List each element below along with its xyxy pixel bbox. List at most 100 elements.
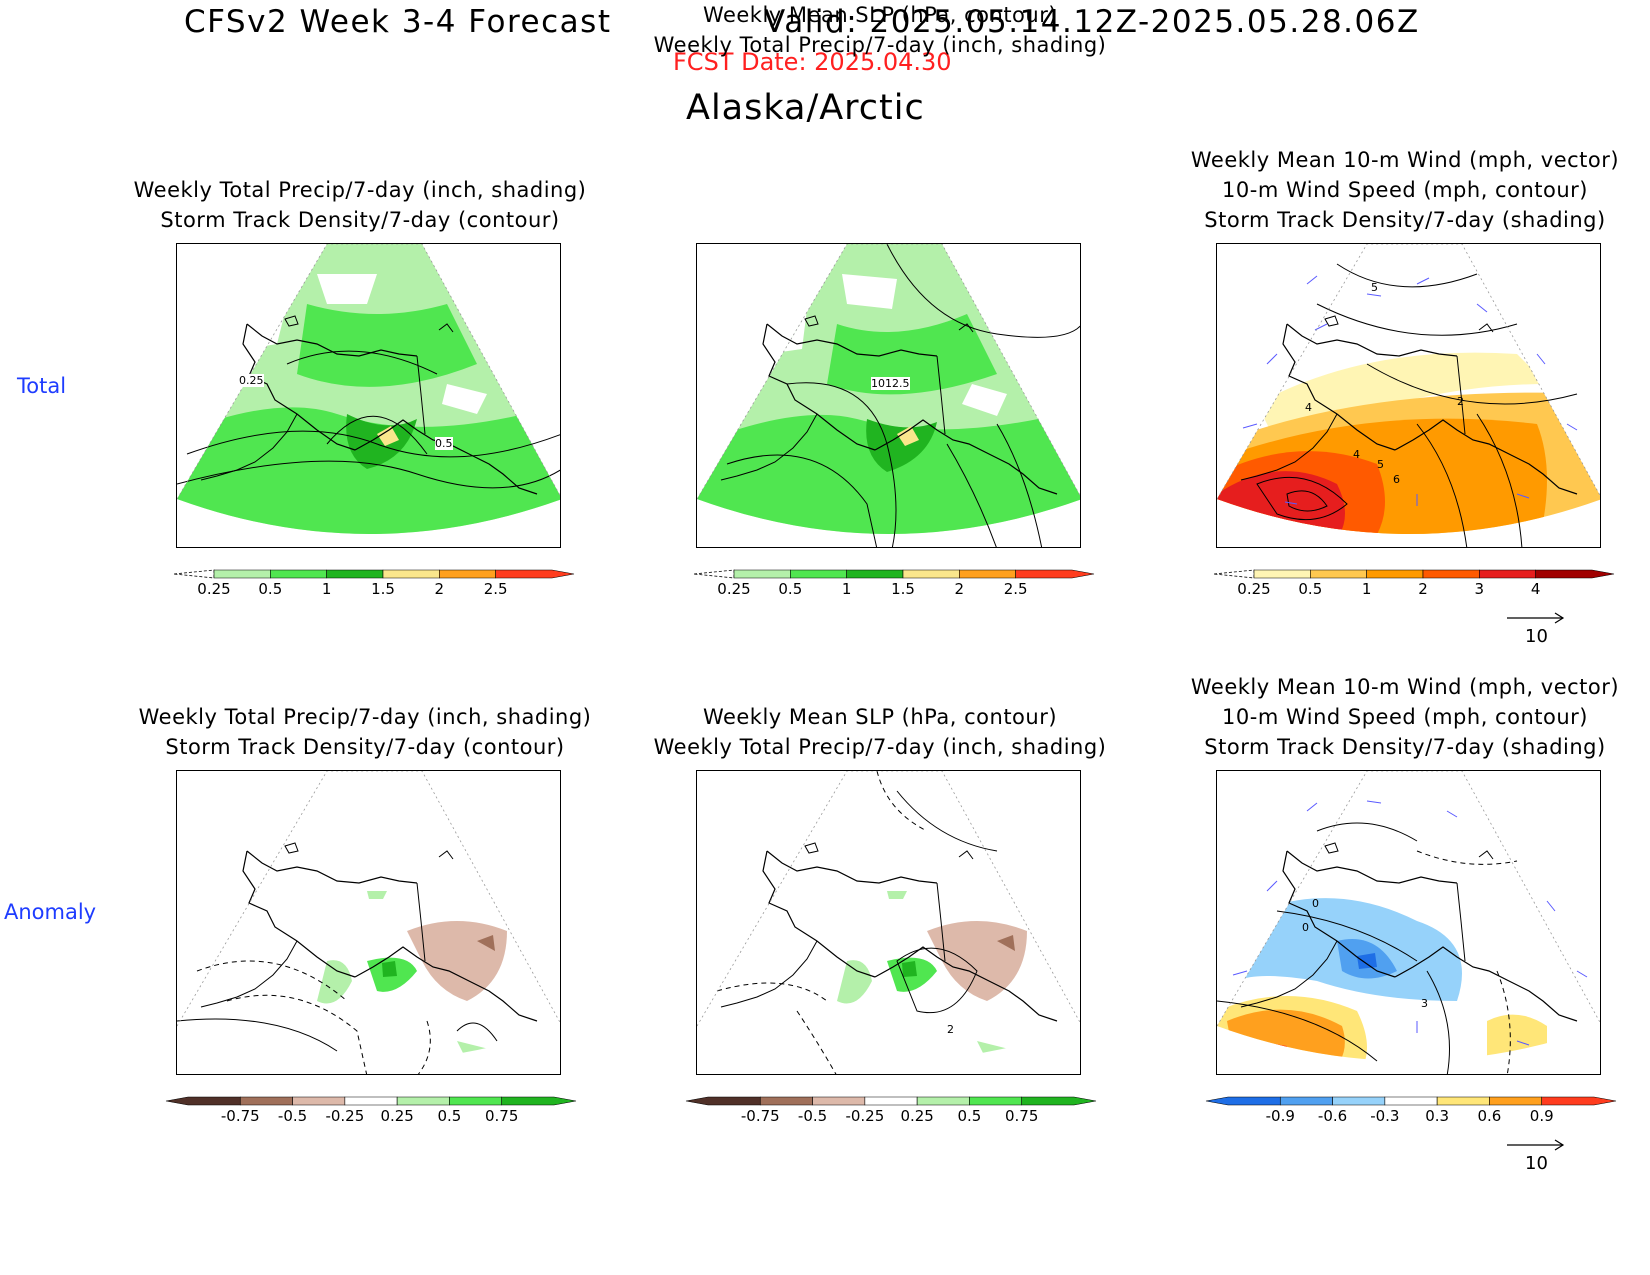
colorbar-segment <box>239 1096 293 1106</box>
title-line: Weekly Mean 10-m Wind (mph, vector) <box>1190 148 1620 172</box>
colorbar-tick-label: 2.5 <box>1004 580 1028 598</box>
colorbar-segment <box>1489 1096 1543 1106</box>
colorbar-tick-label: -0.25 <box>845 1107 884 1125</box>
title-line: Storm Track Density/7-day (contour) <box>160 208 560 232</box>
contour-label: 0.25 <box>239 374 264 387</box>
colorbar-segment <box>812 1096 866 1106</box>
title-line: Weekly Total Precip/7-day (inch, shading… <box>653 33 1107 57</box>
map-total-slp[interactable]: 1012.5 <box>696 243 1081 548</box>
title-line: Storm Track Density/7-day (shading) <box>1204 208 1606 232</box>
colorbar-segment <box>1436 1096 1490 1106</box>
title-line: Weekly Total Precip/7-day (inch, shading… <box>133 178 587 202</box>
colorbar-tick-label: -0.75 <box>221 1107 260 1125</box>
valid-period: Valid: 2025.05.14.12Z-2025.05.28.06Z <box>764 4 1420 40</box>
colorbar-anom-slp: -0.75 -0.5 -0.25 0.25 0.5 0.75 <box>685 1095 1097 1141</box>
colorbar-tick-label: 2 <box>435 580 445 598</box>
colorbar-tick-label: -0.75 <box>741 1107 780 1125</box>
colorbar-tick-label: -0.6 <box>1318 1107 1347 1125</box>
title-line: Storm Track Density/7-day (shading) <box>1204 735 1606 759</box>
colorbar-tick-label: -0.5 <box>798 1107 827 1125</box>
colorbar-segment <box>1205 1096 1281 1106</box>
colorbar-tick-label: 0.9 <box>1530 1107 1554 1125</box>
title-anom-slp: Weekly Mean SLP (hPa, contour) Weekly To… <box>620 702 1140 762</box>
colorbar-tick-label: 1 <box>1362 580 1372 598</box>
map-anom-wind[interactable]: 0 0 3 <box>1216 770 1601 1075</box>
colorbar-tick-label: 0.5 <box>957 1107 981 1125</box>
colorbar-segment <box>439 569 496 579</box>
colorbar-segment <box>1310 569 1367 579</box>
contour-label: 3 <box>1421 997 1428 1010</box>
colorbar-segment <box>292 1096 346 1106</box>
colorbar-segment <box>1015 569 1095 579</box>
colorbar-anom-precip: -0.75 -0.5 -0.25 0.25 0.5 0.75 <box>165 1095 577 1141</box>
colorbar-tick-label: 0.5 <box>778 580 802 598</box>
contour-label: 0.5 <box>435 437 453 450</box>
contour-label: 4 <box>1353 448 1360 461</box>
colorbar-tick-label: 4 <box>1531 580 1541 598</box>
map-anom-slp[interactable]: 2 <box>696 770 1081 1075</box>
colorbar-segment <box>1535 569 1615 579</box>
colorbar-segment <box>1541 1096 1617 1106</box>
colorbar-tick-label: -0.9 <box>1266 1107 1295 1125</box>
contour-label: 2 <box>947 1023 954 1036</box>
colorbar-under-triangle <box>693 569 735 579</box>
title-line: Storm Track Density/7-day (contour) <box>165 735 565 759</box>
title-total-wind: Weekly Mean 10-m Wind (mph, vector) 10-m… <box>1160 145 1650 235</box>
colorbar-tick-label: 0.25 <box>197 580 230 598</box>
vector-key-label: 10 <box>1525 1153 1548 1174</box>
main-title: CFSv2 Week 3-4 Forecast <box>184 4 612 40</box>
map-total-wind[interactable]: 5 4 2 4 5 6 <box>1216 243 1601 548</box>
colorbar-tick-label: 2 <box>1418 580 1428 598</box>
colorbar-total-slp: 0.25 0.5 1 1.5 2 2.5 <box>693 568 1095 614</box>
contour-label: 5 <box>1371 281 1378 294</box>
colorbar-under-triangle <box>173 569 215 579</box>
colorbar-segment <box>959 569 1016 579</box>
colorbar-segment <box>396 1096 450 1106</box>
colorbar-tick-label: 2 <box>955 580 965 598</box>
row-label-total: Total <box>17 374 67 398</box>
colorbar-segment <box>1021 1096 1097 1106</box>
region-title: Alaska/Arctic <box>686 88 925 128</box>
colorbar-tick-label: 0.3 <box>1425 1107 1449 1125</box>
colorbar-segment <box>1422 569 1480 579</box>
colorbar-anom-storm: -0.9 -0.6 -0.3 0.3 0.6 0.9 <box>1205 1095 1617 1141</box>
colorbar-segment <box>969 1096 1023 1106</box>
map-anom-precip[interactable] <box>176 770 561 1075</box>
row-label-anomaly: Anomaly <box>4 900 97 924</box>
colorbar-segment <box>916 1096 970 1106</box>
colorbar-tick-label: 0.5 <box>437 1107 461 1125</box>
title-line: Weekly Mean SLP (hPa, contour) <box>702 3 1058 27</box>
title-total-slp: Weekly Mean SLP (hPa, contour) Weekly To… <box>620 0 1140 60</box>
title-line: Weekly Total Precip/7-day (inch, shading… <box>653 735 1107 759</box>
colorbar-tick-label: 0.6 <box>1477 1107 1501 1125</box>
colorbar-segment <box>501 1096 577 1106</box>
colorbar-segment <box>270 569 327 579</box>
contour-label: 0 <box>1312 897 1319 910</box>
colorbar-under-triangle <box>1213 569 1255 579</box>
colorbar-segment <box>685 1096 761 1106</box>
vector-key-label: 10 <box>1525 626 1548 647</box>
title-line: Weekly Mean 10-m Wind (mph, vector) <box>1190 675 1620 699</box>
contour-label: 5 <box>1377 458 1384 471</box>
forecast-date: FCST Date: 2025.04.30 <box>673 48 952 76</box>
vector-key-anom: 10 <box>1505 1135 1575 1175</box>
colorbar-segment <box>1384 1096 1438 1106</box>
colorbar-tick-label: 1 <box>322 580 332 598</box>
map-total-precip[interactable]: 0.25 0.5 <box>176 243 561 548</box>
title-line: 10-m Wind Speed (mph, contour) <box>1222 178 1588 202</box>
colorbar-tick-label: 0.25 <box>380 1107 413 1125</box>
colorbar-tick-label: 1.5 <box>891 580 915 598</box>
colorbar-tick-label: -0.5 <box>278 1107 307 1125</box>
colorbar-segment <box>1366 569 1424 579</box>
colorbar-segment <box>213 569 271 579</box>
colorbar-total-precip: 0.25 0.5 1 1.5 2 2.5 <box>173 568 575 614</box>
colorbar-tick-label: 0.25 <box>717 580 750 598</box>
contour-label: 6 <box>1393 473 1400 486</box>
contour-label: 2 <box>1457 395 1464 408</box>
colorbar-segment <box>344 1096 398 1106</box>
colorbar-segment <box>759 1096 813 1106</box>
colorbar-tick-label: 0.75 <box>485 1107 518 1125</box>
colorbar-tick-label: 1 <box>842 580 852 598</box>
title-line: Weekly Total Precip/7-day (inch, shading… <box>138 705 592 729</box>
colorbar-segment <box>1253 569 1311 579</box>
